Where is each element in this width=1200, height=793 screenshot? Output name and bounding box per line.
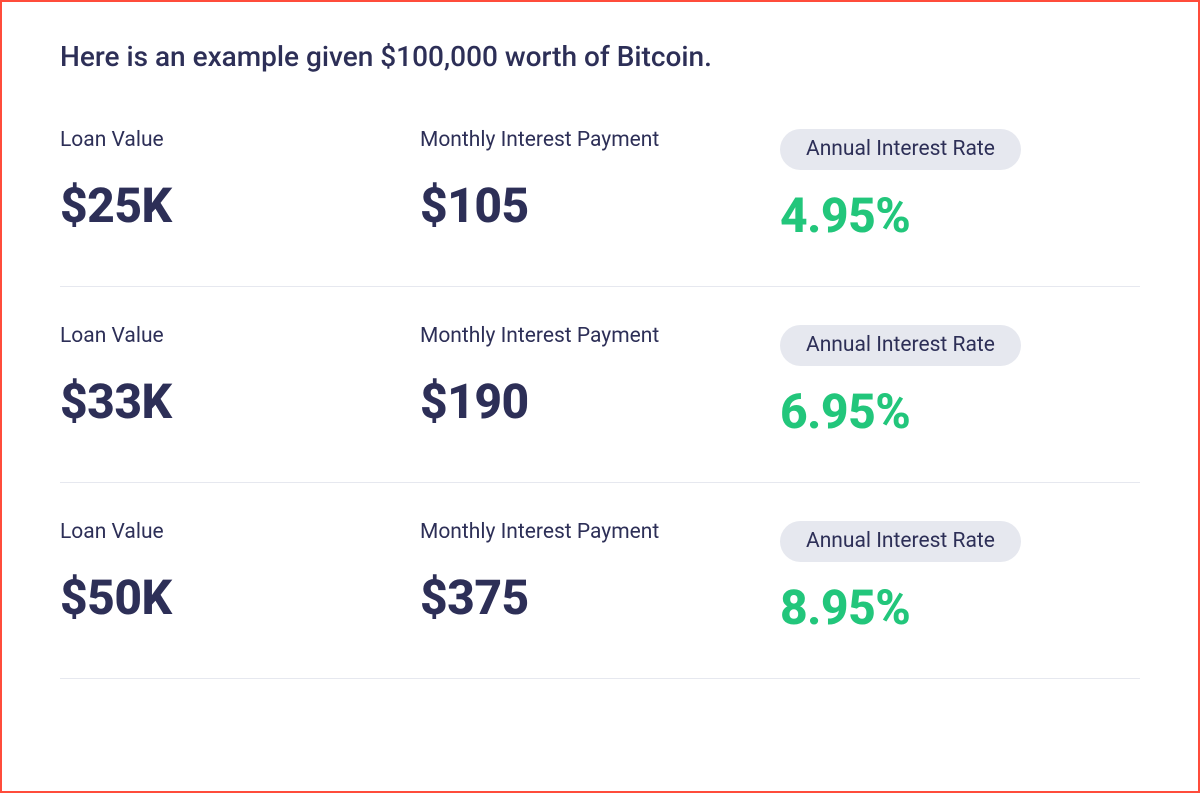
annual-rate-cell: Annual Interest Rate 6.95% (780, 325, 1140, 436)
annual-rate-label: Annual Interest Rate (780, 521, 1021, 562)
monthly-interest-label: Monthly Interest Payment (420, 521, 659, 544)
loan-value-cell: Loan Value $50K (60, 521, 420, 622)
annual-rate-cell: Annual Interest Rate 8.95% (780, 521, 1140, 632)
monthly-interest-cell: Monthly Interest Payment $375 (420, 521, 780, 622)
loan-value-label: Loan Value (60, 325, 164, 348)
loan-value-amount: $50K (60, 574, 172, 622)
monthly-interest-label: Monthly Interest Payment (420, 325, 659, 348)
table-row: Loan Value $25K Monthly Interest Payment… (60, 129, 1140, 287)
monthly-interest-cell: Monthly Interest Payment $190 (420, 325, 780, 426)
table-row: Loan Value $50K Monthly Interest Payment… (60, 521, 1140, 679)
card-title: Here is an example given $100,000 worth … (60, 40, 1140, 73)
loan-value-cell: Loan Value $25K (60, 129, 420, 230)
loan-value-cell: Loan Value $33K (60, 325, 420, 426)
annual-rate-cell: Annual Interest Rate 4.95% (780, 129, 1140, 240)
annual-rate-label: Annual Interest Rate (780, 325, 1021, 366)
annual-rate-label: Annual Interest Rate (780, 129, 1021, 170)
monthly-interest-amount: $105 (420, 182, 529, 230)
loan-example-card: Here is an example given $100,000 worth … (0, 0, 1200, 793)
annual-rate-amount: 4.95% (780, 192, 910, 240)
table-row: Loan Value $33K Monthly Interest Payment… (60, 325, 1140, 483)
annual-rate-amount: 6.95% (780, 388, 910, 436)
loan-value-label: Loan Value (60, 129, 164, 152)
loan-value-amount: $33K (60, 378, 172, 426)
monthly-interest-cell: Monthly Interest Payment $105 (420, 129, 780, 230)
loan-value-label: Loan Value (60, 521, 164, 544)
monthly-interest-amount: $375 (420, 574, 529, 622)
monthly-interest-label: Monthly Interest Payment (420, 129, 659, 152)
monthly-interest-amount: $190 (420, 378, 529, 426)
annual-rate-amount: 8.95% (780, 584, 910, 632)
loan-value-amount: $25K (60, 182, 172, 230)
